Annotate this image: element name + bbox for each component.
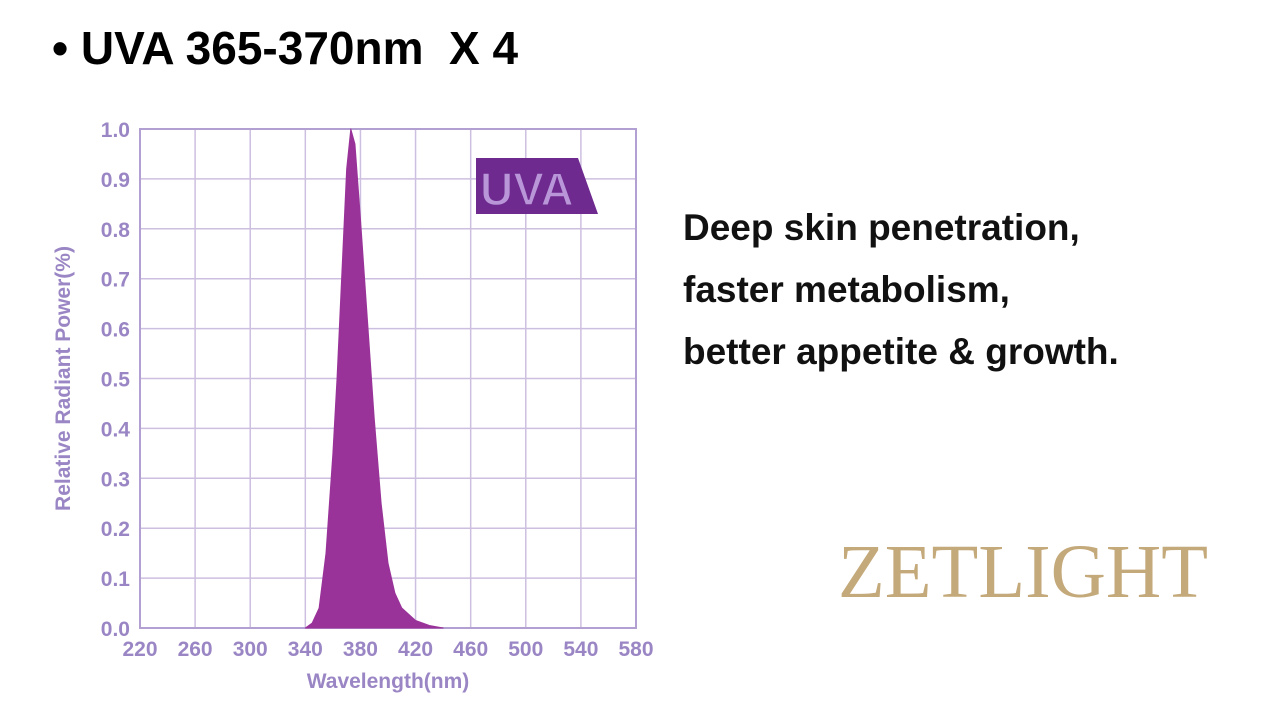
chart: 0.0 0.1 0.2 0.3 0.4 0.5 0.6 0.7 0.8 0.9 1.0 220 260 3… [52,119,654,693]
y-axis-label: Relative Radiant Power(%) [52,246,75,511]
y-tick-label: 0.4 [101,418,131,441]
heading: • UVA 365-370nm X 4 [52,22,519,74]
description-line: better appetite & growth. [683,331,1119,372]
x-tick-label: 300 [233,638,268,661]
y-tick-label: 0.8 [101,219,131,242]
y-tick-label: 0.2 [101,518,130,541]
y-tick-label: 0.1 [101,568,131,591]
y-tick-label: 1.0 [101,119,130,142]
x-tick-label: 460 [453,638,488,661]
x-tick-label: 580 [618,638,653,661]
description-line: faster metabolism, [683,269,1010,310]
y-tick-label: 0.0 [101,618,130,641]
y-tick-label: 0.9 [101,169,130,192]
spectrum-area [304,128,444,629]
x-tick-label: 420 [398,638,433,661]
y-tick-label: 0.7 [101,269,130,292]
badge-shape [476,158,598,214]
x-tick-label: 540 [563,638,598,661]
description-line: Deep skin penetration, [683,207,1080,248]
x-tick-label: 380 [343,638,378,661]
x-tick-label: 340 [288,638,323,661]
chart-annotation: UVA [480,163,574,215]
x-tick-label: 260 [178,638,213,661]
x-tick-label: 500 [508,638,543,661]
x-axis-label: Wavelength(nm) [307,670,470,693]
y-tick-label: 0.5 [101,369,131,392]
y-tick-label: 0.3 [101,468,130,491]
y-tick-label: 0.6 [101,319,130,342]
brand: ZETLIGHT [838,530,1208,614]
x-tick-label: 220 [122,638,157,661]
